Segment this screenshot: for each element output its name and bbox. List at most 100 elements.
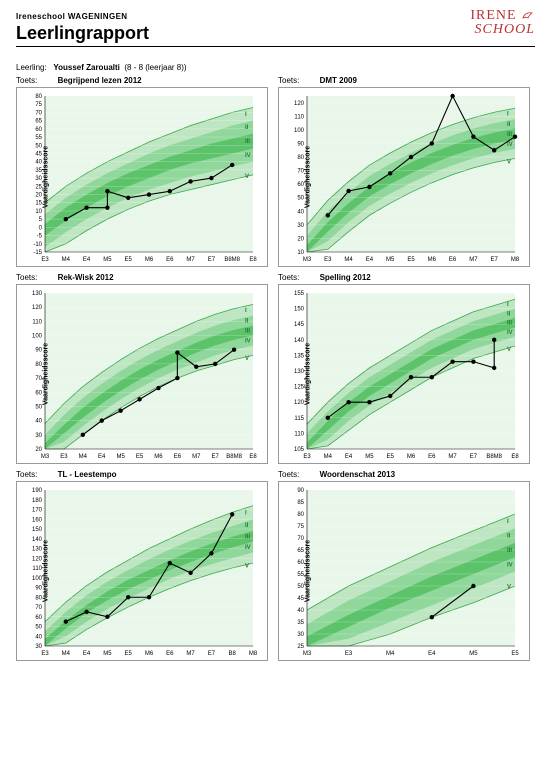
svg-text:30: 30: [297, 632, 304, 638]
logo-line2: SCHOOL: [475, 22, 535, 37]
svg-text:M7: M7: [448, 454, 457, 460]
svg-text:125: 125: [294, 385, 305, 391]
svg-text:25: 25: [297, 644, 304, 650]
svg-text:50: 50: [35, 625, 42, 631]
toets-label: Toets:: [16, 470, 37, 479]
svg-text:25: 25: [35, 184, 42, 190]
svg-text:190: 190: [32, 488, 43, 494]
svg-text:B8M8: B8M8: [226, 454, 242, 460]
svg-text:M6: M6: [145, 257, 154, 263]
student-info: (8 - 8 (leerjaar 8)): [124, 63, 186, 72]
svg-text:III: III: [507, 321, 512, 327]
chart-title-row: Toets: Spelling 2012: [278, 273, 530, 282]
svg-text:-10: -10: [33, 242, 42, 248]
page: IRENE SCHOOL Ireneschool WAGENINGEN Leer…: [0, 0, 551, 673]
svg-text:E4: E4: [428, 651, 436, 657]
svg-text:E5: E5: [387, 454, 395, 460]
svg-text:B8M8: B8M8: [486, 454, 502, 460]
chart-title-row: Toets: Begrijpend lezen 2012: [16, 76, 268, 85]
header: IRENE SCHOOL Ireneschool WAGENINGEN Leer…: [16, 12, 535, 47]
svg-text:-15: -15: [33, 250, 42, 256]
svg-text:M4: M4: [62, 651, 71, 657]
svg-text:V: V: [507, 347, 511, 353]
svg-text:M6: M6: [428, 257, 437, 263]
svg-text:II: II: [507, 311, 511, 317]
chart-leestempo: Vaardigheidsscore 3040506070809010011012…: [16, 481, 268, 661]
svg-text:60: 60: [35, 615, 42, 621]
svg-text:10: 10: [297, 250, 304, 256]
svg-text:E7: E7: [212, 454, 220, 460]
svg-text:90: 90: [35, 348, 42, 354]
y-axis-label: Vaardigheidsscore: [305, 146, 312, 208]
svg-text:40: 40: [35, 160, 42, 166]
svg-text:M7: M7: [186, 257, 195, 263]
svg-text:M7: M7: [186, 651, 195, 657]
chart-title: TL - Leestempo: [58, 470, 117, 479]
svg-text:130: 130: [294, 369, 305, 375]
svg-text:E5: E5: [136, 454, 144, 460]
svg-text:III: III: [245, 139, 250, 145]
svg-text:E3: E3: [303, 454, 311, 460]
chart-rekwisk: Vaardigheidsscore 2030405060708090100110…: [16, 284, 268, 464]
svg-text:130: 130: [32, 547, 43, 553]
svg-text:155: 155: [294, 291, 305, 297]
svg-text:70: 70: [35, 605, 42, 611]
svg-text:55: 55: [35, 135, 42, 141]
svg-text:E8: E8: [249, 454, 257, 460]
svg-text:120: 120: [32, 556, 43, 562]
svg-text:5: 5: [39, 217, 43, 223]
svg-text:M6: M6: [407, 454, 416, 460]
svg-text:M5: M5: [116, 454, 125, 460]
svg-text:140: 140: [294, 338, 305, 344]
svg-text:70: 70: [297, 169, 304, 175]
svg-text:60: 60: [35, 390, 42, 396]
svg-text:E5: E5: [511, 651, 519, 657]
svg-text:140: 140: [32, 537, 43, 543]
svg-text:30: 30: [35, 433, 42, 439]
svg-text:IV: IV: [507, 330, 513, 336]
chart-cell-dmt: Toets: DMT 2009 Vaardigheidsscore 102030…: [278, 76, 530, 267]
student-label: Leerling:: [16, 63, 47, 72]
svg-text:M4: M4: [324, 454, 333, 460]
svg-text:100: 100: [294, 128, 305, 134]
svg-text:II: II: [245, 523, 249, 529]
svg-text:60: 60: [35, 127, 42, 133]
chart-cell-leestempo: Toets: TL - Leestempo Vaardigheidsscore …: [16, 470, 268, 661]
svg-text:70: 70: [35, 376, 42, 382]
svg-text:E3: E3: [324, 257, 332, 263]
svg-text:M5: M5: [103, 257, 112, 263]
svg-text:E6: E6: [449, 257, 457, 263]
svg-text:E3: E3: [345, 651, 353, 657]
y-axis-label: Vaardigheidsscore: [305, 540, 312, 602]
chart-title: Begrijpend lezen 2012: [58, 76, 142, 85]
svg-text:80: 80: [297, 155, 304, 161]
svg-text:E5: E5: [125, 257, 133, 263]
school-name: Ireneschool WAGENINGEN: [16, 12, 535, 21]
svg-text:110: 110: [32, 319, 42, 325]
svg-text:M5: M5: [469, 651, 478, 657]
svg-text:E8: E8: [511, 454, 519, 460]
svg-text:45: 45: [35, 151, 42, 157]
chart-cell-spelling: Toets: Spelling 2012 Vaardigheidsscore 1…: [278, 273, 530, 464]
svg-text:90: 90: [297, 141, 304, 147]
svg-text:M7: M7: [192, 454, 201, 460]
student-meta: Leerling: Youssef Zaroualti (8 - 8 (leer…: [16, 63, 535, 72]
svg-text:E4: E4: [83, 257, 91, 263]
svg-text:V: V: [507, 585, 511, 591]
svg-text:0: 0: [39, 225, 43, 231]
svg-text:M5: M5: [386, 257, 395, 263]
svg-text:45: 45: [297, 596, 304, 602]
svg-text:150: 150: [32, 527, 43, 533]
svg-text:E4: E4: [98, 454, 106, 460]
svg-text:M4: M4: [62, 257, 71, 263]
svg-text:160: 160: [32, 517, 43, 523]
svg-text:III: III: [245, 329, 250, 335]
logo: IRENE SCHOOL: [470, 8, 535, 36]
y-axis-label: Vaardigheidsscore: [43, 146, 50, 208]
svg-text:III: III: [507, 548, 512, 554]
svg-text:II: II: [507, 122, 511, 128]
chart-title: Woordenschat 2013: [320, 470, 395, 479]
chart-cell-rekwisk: Toets: Rek-Wisk 2012 Vaardigheidsscore 2…: [16, 273, 268, 464]
svg-text:M5: M5: [103, 651, 112, 657]
svg-text:IV: IV: [507, 562, 513, 568]
